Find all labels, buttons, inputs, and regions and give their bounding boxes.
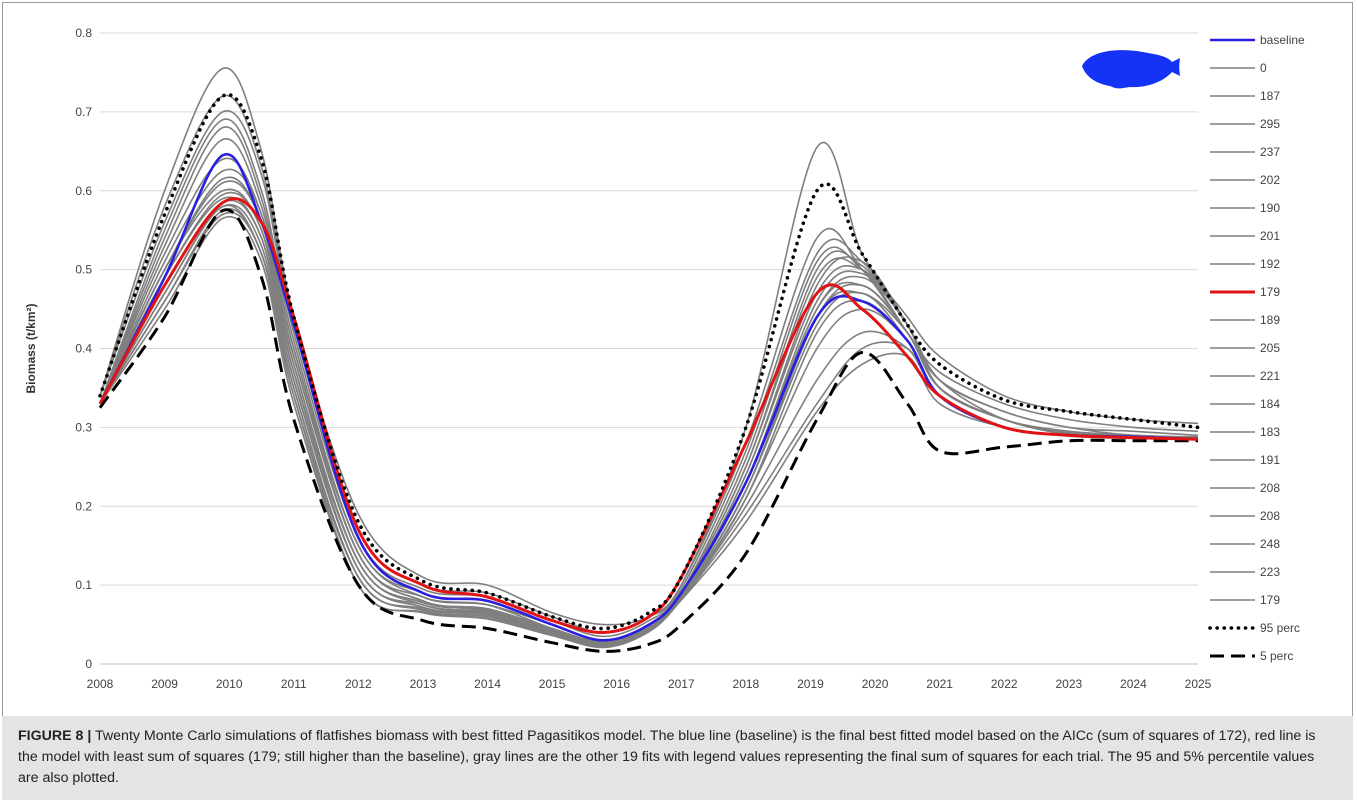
x-tick-label: 2010 bbox=[216, 677, 243, 691]
legend-label-205-11: 205 bbox=[1260, 341, 1280, 355]
x-axis-ticks: 2008 2009 2010 2011 2012 2013 2014 2015 2016 2017… bbox=[87, 677, 1212, 691]
y-tick-label: 0 bbox=[85, 657, 92, 671]
series-line-295-3 bbox=[99, 109, 1199, 638]
x-tick-label: 2022 bbox=[991, 677, 1018, 691]
legend-label-192-8: 192 bbox=[1260, 257, 1280, 271]
x-tick-label: 2011 bbox=[281, 677, 307, 691]
series-line-191-15 bbox=[99, 199, 1199, 646]
x-tick-label: 2023 bbox=[1055, 677, 1082, 691]
y-tick-label: 0.2 bbox=[75, 499, 92, 513]
legend-label-237-4: 237 bbox=[1260, 145, 1280, 159]
legend-label-5-perc-22: 5 perc bbox=[1260, 649, 1293, 663]
x-tick-label: 2016 bbox=[603, 677, 630, 691]
gridlines bbox=[100, 32, 1198, 665]
series-line-184-13 bbox=[99, 191, 1199, 646]
x-tick-label: 2024 bbox=[1120, 677, 1147, 691]
x-tick-label: 2017 bbox=[668, 677, 695, 691]
series-line-223-19 bbox=[99, 211, 1199, 648]
x-tick-label: 2018 bbox=[733, 677, 760, 691]
y-tick-label: 0.8 bbox=[75, 26, 92, 40]
series-line-179-9 bbox=[98, 197, 1199, 635]
legend-label-202-5: 202 bbox=[1260, 173, 1280, 187]
legend-label-223-19: 223 bbox=[1260, 565, 1280, 579]
legend-label-179-9: 179 bbox=[1260, 285, 1280, 299]
caption-text: Twenty Monte Carlo simulations of flatfi… bbox=[18, 728, 1316, 786]
legend-label-179-20: 179 bbox=[1260, 593, 1280, 607]
series-line-5-perc-22 bbox=[98, 208, 1198, 653]
y-tick-label: 0.4 bbox=[75, 342, 92, 356]
legend-label-221-12: 221 bbox=[1260, 369, 1280, 383]
series-line-95-perc-21 bbox=[98, 92, 1200, 631]
legend-label-190-6: 190 bbox=[1260, 201, 1280, 215]
x-tick-label: 2020 bbox=[862, 677, 889, 691]
legend: baseline 0 187 295 237 202 190 201 192 179 189 205 2… bbox=[1208, 33, 1305, 663]
y-tick-label: 0.3 bbox=[75, 420, 92, 434]
legend-label-201-7: 201 bbox=[1260, 229, 1280, 243]
x-tick-label: 2015 bbox=[539, 677, 566, 691]
y-tick-label: 0.7 bbox=[75, 105, 92, 119]
legend-label-208-17: 208 bbox=[1260, 509, 1280, 523]
caption-label: FIGURE 8 | bbox=[18, 728, 92, 744]
series-line-179-20 bbox=[99, 215, 1199, 649]
legend-label-184-13: 184 bbox=[1260, 397, 1280, 411]
legend-label-95-perc-21: 95 perc bbox=[1260, 621, 1300, 635]
flatfish-icon bbox=[1082, 50, 1180, 89]
legend-label-baseline-0: baseline bbox=[1260, 33, 1305, 47]
legend-label-0-1: 0 bbox=[1260, 61, 1267, 75]
x-tick-label: 2009 bbox=[151, 677, 178, 691]
legend-label-295-3: 295 bbox=[1260, 117, 1280, 131]
x-tick-label: 2021 bbox=[926, 677, 953, 691]
x-tick-label: 2025 bbox=[1185, 677, 1212, 691]
x-tick-label: 2019 bbox=[797, 677, 824, 691]
series-line-187-2 bbox=[99, 94, 1199, 634]
series-line-237-4 bbox=[99, 118, 1199, 642]
y-tick-label: 0.6 bbox=[75, 184, 92, 198]
y-tick-label: 0.5 bbox=[75, 263, 92, 277]
chart: 00.10.20.30.40.50.60.70.8 2008 2009 2010 20… bbox=[24, 26, 1305, 691]
y-tick-label: 0.1 bbox=[75, 578, 92, 592]
legend-label-191-15: 191 bbox=[1260, 453, 1280, 467]
legend-label-189-10: 189 bbox=[1260, 313, 1280, 327]
x-tick-label: 2012 bbox=[345, 677, 372, 691]
x-tick-label: 2014 bbox=[474, 677, 501, 691]
series-line-0-1 bbox=[99, 67, 1199, 626]
series-line-190-6 bbox=[99, 138, 1199, 643]
y-axis-ticks: 0 0.1 0.2 0.3 0.4 0.5 0.6 0.7 0.8 bbox=[75, 26, 92, 671]
x-tick-label: 2013 bbox=[410, 677, 437, 691]
figure-caption: FIGURE 8 | Twenty Monte Carlo simulation… bbox=[2, 716, 1353, 800]
legend-label-187-2: 187 bbox=[1260, 89, 1280, 103]
legend-label-208-16: 208 bbox=[1260, 481, 1280, 495]
series-lines bbox=[98, 67, 1200, 653]
legend-label-248-18: 248 bbox=[1260, 537, 1280, 551]
x-tick-label: 2008 bbox=[87, 677, 114, 691]
legend-label-183-14: 183 bbox=[1260, 425, 1280, 439]
y-axis-label: Biomass (t/km²) bbox=[24, 303, 38, 393]
